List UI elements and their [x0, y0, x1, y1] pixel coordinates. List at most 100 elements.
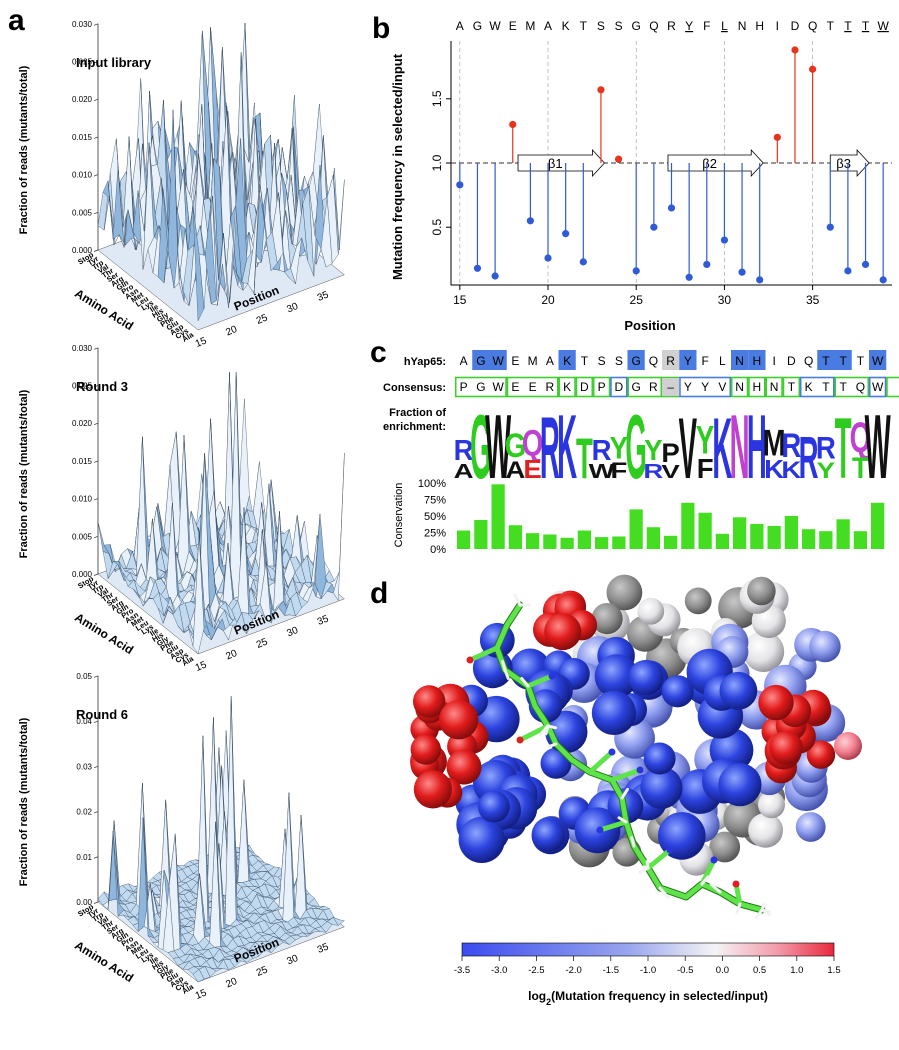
conservation-bar: [819, 531, 833, 549]
amino-acid-label: Ile: [148, 626, 160, 638]
z-tick-label: 0.05: [76, 672, 92, 681]
consensus-box: [782, 376, 801, 398]
peptide-sidechain: [525, 673, 555, 689]
conservation-bar: [784, 516, 798, 549]
logo-letter: E: [523, 455, 541, 484]
consensus-box: [679, 376, 732, 398]
z-tick: [93, 249, 99, 252]
panel-label-b: b: [372, 12, 390, 45]
peptide-hydrogen: [700, 875, 710, 886]
atom-sphere: [531, 818, 566, 852]
conservation-bar: [767, 525, 781, 549]
position-tick-label: 35: [316, 289, 331, 304]
consensus-residue: K: [563, 380, 571, 394]
lollipop-point: [773, 133, 781, 141]
hyap65-residue: R: [666, 354, 675, 368]
sequence-letter: G: [632, 19, 641, 33]
sequence-letter: Q: [649, 19, 658, 33]
peptide-sidechain: [597, 819, 629, 833]
logo-letter: M: [763, 421, 786, 463]
panel-label-a: a: [8, 4, 25, 37]
consensus-residue: W: [872, 380, 884, 394]
sequence-letter: F: [703, 19, 710, 33]
position-tick-label: 25: [255, 312, 270, 327]
peptide-heteroatom: [548, 672, 556, 680]
surface-z-label: Fraction of reads (mutants/total): [18, 389, 30, 558]
peptide-sidechain: [609, 767, 643, 783]
conservation-bar: [836, 519, 850, 549]
atom-sphere: [643, 742, 676, 775]
logo-letter: K: [764, 455, 784, 484]
z-tick-label: 0.005: [72, 532, 93, 541]
hyap65-residue: W: [492, 354, 504, 368]
colorbar-tick-label: -1.0: [640, 965, 656, 976]
peptide-hydrogen: [760, 908, 772, 917]
beta-strand-arrow: [829, 148, 870, 178]
conservation-bar: [577, 530, 591, 549]
z-tick-label: 0.02: [76, 808, 92, 817]
consensus-residue: –: [667, 380, 674, 394]
enrichment-label-2: enrichment:: [383, 421, 446, 433]
lollipop-point: [703, 260, 711, 269]
logo-letter: F: [697, 453, 714, 484]
sequence-letter: S: [597, 19, 605, 33]
peptide-heteroatom: [732, 880, 740, 888]
consensus-residue: N: [735, 380, 744, 394]
hyap65-residue: L: [719, 354, 726, 368]
consensus-residue: E: [529, 380, 537, 394]
z-tick: [93, 23, 99, 26]
peptide-heteroatom: [596, 826, 604, 834]
hyap65-residue: N: [735, 354, 744, 368]
peptide-hydrogen: [539, 724, 550, 736]
z-tick-label: 0.00: [76, 898, 92, 907]
hyap65-residue: E: [511, 354, 519, 368]
logo-letter: K: [557, 397, 577, 499]
panel-label-d: d: [370, 577, 388, 610]
z-tick-label: 0.025: [72, 58, 93, 67]
hyap65-highlight: [869, 350, 887, 370]
lollipop-point: [614, 155, 623, 163]
conservation-tick-label: 50%: [424, 511, 446, 523]
consensus-gap: [662, 378, 680, 396]
peptide-heteroatom: [608, 748, 616, 756]
lollipop-axes: [450, 41, 892, 286]
atom-sphere: [544, 613, 582, 651]
z-tick: [93, 811, 99, 814]
consensus-box: [730, 376, 749, 398]
lollipop-point: [562, 230, 570, 238]
position-tick-label: 20: [224, 976, 239, 991]
logo-letter: R: [454, 435, 474, 468]
conservation-bar: [646, 527, 660, 549]
conservation-bar: [508, 525, 522, 549]
hyap65-highlight: [731, 350, 749, 370]
consensus-box: [506, 376, 559, 398]
lollipop-point: [826, 223, 834, 231]
z-tick-label: 0.010: [72, 171, 93, 180]
hyap65-residue: I: [772, 354, 775, 368]
consensus-box: [610, 376, 628, 398]
y-tick-label: 0.5: [430, 219, 444, 236]
z-tick: [93, 174, 99, 177]
conservation-bar: [457, 530, 471, 549]
colorbar-label: log2(Mutation frequency in selected/inpu…: [528, 989, 768, 1007]
logo-letter: A: [454, 461, 474, 483]
logo-letter: T: [576, 426, 593, 491]
atom-sphere: [637, 597, 665, 625]
logo-letter: P: [661, 438, 679, 467]
consensus-box: [454, 376, 507, 398]
lollipop-point: [544, 254, 552, 262]
sequence-letter: R: [667, 19, 676, 33]
z-tick: [93, 385, 99, 388]
colorbar-tick-label: -1.5: [603, 965, 619, 976]
z-tick-label: 0.010: [72, 495, 93, 504]
atom-sphere: [758, 684, 794, 721]
position-tick-label: 15: [194, 987, 209, 1002]
consensus-box: [868, 376, 887, 398]
peptide-heteroatom: [710, 856, 718, 864]
atom-sphere: [591, 603, 623, 635]
peptide-hydrogen: [658, 886, 670, 900]
x-tick-label: 30: [718, 293, 732, 307]
lollipop-point: [685, 273, 693, 281]
z-tick: [93, 901, 99, 904]
peptide-hydrogen: [503, 668, 510, 680]
